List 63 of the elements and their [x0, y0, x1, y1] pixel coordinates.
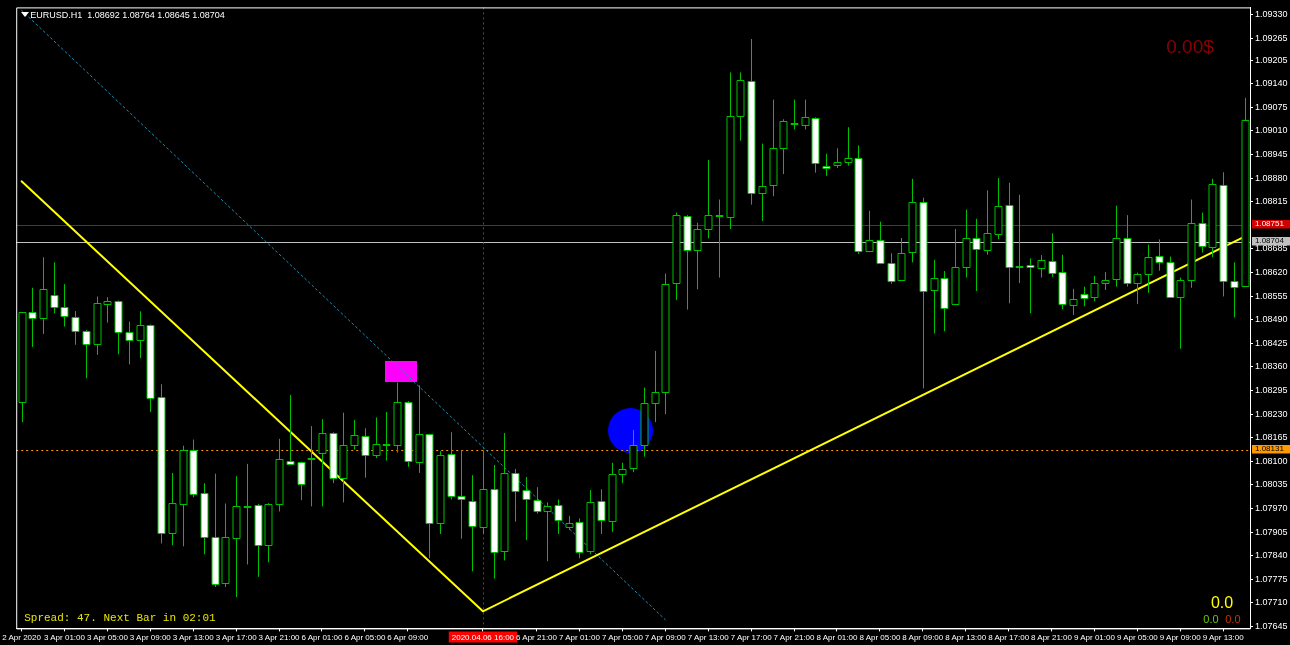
x-tick-label: 7 Apr 09:00 [644, 633, 687, 643]
x-tick-label: 9 Apr 05:00 [1116, 633, 1159, 643]
y-tick-label: 1.08945 [1255, 148, 1288, 159]
y-tick-label: 1.08100 [1255, 455, 1288, 466]
x-tick-label: 3 Apr 05:00 [86, 633, 129, 643]
y-tick-label: 1.09330 [1255, 9, 1288, 20]
y-tick-label: 1.09010 [1255, 125, 1288, 136]
y-tick-label: 1.09140 [1255, 78, 1288, 89]
y-tick-label: 1.08620 [1255, 266, 1288, 277]
y-tick-label: 1.08425 [1255, 337, 1288, 348]
y-tick-label: 1.08685 [1255, 243, 1288, 254]
x-tick-label: 3 Apr 01:00 [44, 633, 86, 643]
x-tick-label: 2 Apr 2020 [2, 633, 42, 643]
x-tick-label: 7 Apr 05:00 [601, 633, 644, 643]
y-tick-label: 1.08035 [1255, 479, 1288, 490]
y-tick-label: 1.07840 [1255, 550, 1288, 561]
x-tick-label: 8 Apr 13:00 [945, 633, 987, 643]
x-tick-label: 8 Apr 05:00 [859, 633, 901, 643]
x-tick-label: 3 Apr 13:00 [172, 633, 215, 643]
ref-line-label: 1.08131 [1255, 444, 1285, 454]
annotation: Spread: 47. Next Bar in 02:01 [24, 611, 217, 624]
y-tick-label: 1.08815 [1255, 196, 1288, 207]
y-tick-label: 1.08880 [1255, 172, 1288, 183]
y-tick-label: 1.09205 [1255, 54, 1288, 65]
annotation: 0.0 [1210, 594, 1234, 612]
annotation: 0.00$ [1166, 36, 1215, 58]
y-tick-label: 1.07970 [1255, 503, 1288, 514]
x-tick-label: 9 Apr 09:00 [1159, 633, 1202, 643]
y-tick-label: 1.08165 [1255, 432, 1288, 443]
x-tick-label: 3 Apr 21:00 [258, 633, 301, 643]
y-tick-label: 1.09075 [1255, 101, 1288, 112]
x-tick-label: 6 Apr 21:00 [516, 633, 558, 643]
y-tick-label: 1.08230 [1255, 408, 1288, 419]
ref-line-label: 1.08751 [1255, 219, 1285, 229]
y-tick-label: 1.08490 [1255, 314, 1288, 325]
chart-title: EURUSD.H1 1.08692 1.08764 1.08645 1.08704 [30, 9, 225, 20]
y-tick-label: 1.08295 [1255, 385, 1288, 396]
x-tick-label: 7 Apr 21:00 [773, 633, 816, 643]
x-tick-label: 8 Apr 17:00 [988, 633, 1030, 643]
x-tick-label: 8 Apr 21:00 [1031, 633, 1073, 643]
ref-line-label: 1.08704 [1255, 236, 1285, 246]
x-tick-label: 7 Apr 13:00 [687, 633, 730, 643]
y-tick-label: 1.08360 [1255, 361, 1288, 372]
x-tick-label: 6 Apr 01:00 [301, 633, 343, 643]
annotation: 0.0 [1203, 613, 1219, 626]
x-tick-label: 7 Apr 01:00 [559, 633, 601, 643]
x-tick-label: 6 Apr 05:00 [344, 633, 386, 643]
y-tick-label: 1.07710 [1255, 597, 1288, 608]
x-tick-label: 9 Apr 01:00 [1073, 633, 1116, 643]
y-tick-label: 1.07775 [1255, 573, 1288, 584]
y-tick-label: 1.09265 [1255, 32, 1288, 43]
x-tick-label: 8 Apr 09:00 [902, 633, 944, 643]
x-tick-label: 8 Apr 01:00 [816, 633, 858, 643]
annotation: 0.0 [1225, 613, 1241, 626]
x-tick-label: 9 Apr 13:00 [1202, 633, 1245, 643]
x-tick-label: 2020.04.06 16:00 [451, 633, 515, 643]
x-tick-label: 3 Apr 17:00 [215, 633, 258, 643]
x-tick-label: 6 Apr 09:00 [387, 633, 429, 643]
y-tick-label: 1.08555 [1255, 290, 1288, 301]
x-tick-label: 7 Apr 17:00 [730, 633, 773, 643]
x-tick-label: 3 Apr 09:00 [129, 633, 172, 643]
y-tick-label: 1.07905 [1255, 526, 1288, 537]
y-tick-label: 1.07645 [1255, 621, 1288, 632]
